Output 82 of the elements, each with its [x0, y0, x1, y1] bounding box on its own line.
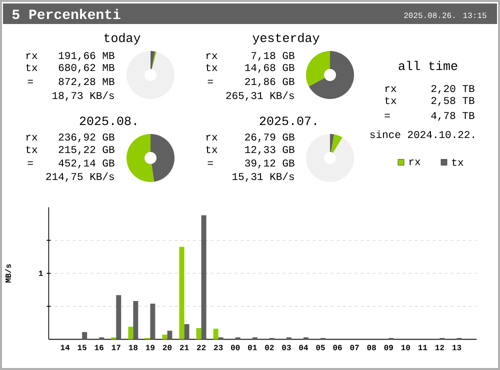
- x-tick-label: 21: [180, 344, 189, 350]
- text: 15,31 KB/s: [232, 172, 294, 182]
- text: 7,18 GB: [252, 52, 294, 61]
- x-tick-label: 09: [384, 344, 393, 350]
- text: 5 Percenkenti: [12, 8, 120, 20]
- text: rx: [26, 134, 38, 140]
- legend-label: tx: [452, 158, 464, 166]
- chart-title: 2025.08.: [80, 116, 136, 126]
- x-tick-label: 20: [162, 344, 172, 350]
- text: 26,79 GB: [245, 133, 294, 142]
- x-tick-label: 08: [367, 344, 376, 350]
- bar: [201, 215, 206, 340]
- text: all time: [398, 60, 458, 70]
- x-tick-label: 17: [112, 344, 120, 350]
- text: rx: [385, 86, 396, 92]
- text: 12,33 GB: [245, 146, 294, 155]
- x-tick-label: 01: [248, 344, 257, 350]
- text: tx: [26, 64, 38, 72]
- text: 39,12 GB: [245, 159, 294, 168]
- text: 236,92 GB: [58, 133, 114, 142]
- x-tick-label: 22: [196, 344, 206, 350]
- chart-title: 2025.07.: [260, 116, 316, 126]
- x-tick-label: 03: [282, 344, 291, 350]
- bar: [162, 334, 168, 340]
- text: 14,68 GB: [245, 64, 294, 73]
- text: 680,62 MB: [58, 64, 114, 73]
- x-tick-label: 07: [350, 344, 359, 350]
- text: rx: [26, 53, 38, 59]
- text: 872,28 MB: [58, 78, 114, 87]
- text: tx: [206, 64, 218, 72]
- text: rx: [206, 53, 218, 59]
- text: 2,58 TB: [431, 96, 474, 106]
- text: =: [28, 80, 33, 84]
- bar: [184, 324, 190, 340]
- x-tick-label: 16: [94, 344, 104, 350]
- bar: [179, 246, 184, 340]
- x-tick-label: 12: [435, 344, 444, 350]
- text: tx: [26, 146, 38, 154]
- chart-title: today: [104, 32, 140, 45]
- x-tick-label: 19: [146, 344, 155, 350]
- text: =: [28, 161, 33, 165]
- text: 265,31 KB/s: [226, 91, 294, 101]
- text: =: [208, 80, 213, 84]
- text: 214,75 KB/s: [46, 172, 114, 182]
- text: 21,86 GB: [245, 78, 294, 87]
- x-tick-label: 10: [401, 344, 410, 350]
- text: tx: [385, 97, 396, 104]
- text: tx: [206, 146, 218, 154]
- x-tick-label: 04: [299, 344, 308, 350]
- legend-label: rx: [409, 159, 420, 166]
- text: =: [208, 161, 213, 165]
- text: 2025.08.26. 13:15: [404, 12, 486, 18]
- x-tick-label: 06: [333, 344, 342, 350]
- y-tick-label: 1: [38, 270, 43, 276]
- bar: [213, 328, 218, 340]
- x-tick-label: 13: [452, 344, 462, 350]
- chart-title: yesterday: [252, 32, 320, 45]
- bar: [82, 332, 88, 340]
- x-tick-label: 23: [214, 344, 223, 350]
- bar: [150, 304, 156, 340]
- bar: [196, 328, 202, 340]
- text: 452,14 GB: [58, 159, 114, 168]
- text: 4,78 TB: [431, 112, 474, 121]
- text: 215,22 GB: [58, 146, 114, 155]
- x-tick-label: 11: [418, 344, 428, 350]
- text: 191,66 MB: [58, 52, 114, 61]
- x-tick-label: 00: [231, 344, 240, 350]
- bar: [116, 295, 122, 340]
- bar: [167, 330, 172, 340]
- bar: [133, 301, 138, 340]
- bar: [128, 326, 134, 340]
- text: 18,73 KB/s: [52, 91, 114, 101]
- x-tick-label: 18: [128, 344, 138, 350]
- y-axis-title: MB/s: [5, 264, 11, 283]
- text: =: [384, 114, 390, 118]
- x-tick-label: 05: [316, 344, 325, 350]
- text: 2,20 TB: [431, 84, 474, 94]
- text: rx: [206, 134, 218, 140]
- x-tick-label: 15: [78, 344, 86, 350]
- text: since 2024.10.22.: [370, 130, 474, 138]
- x-tick-label: 02: [265, 344, 274, 350]
- x-tick-label: 14: [60, 344, 70, 350]
